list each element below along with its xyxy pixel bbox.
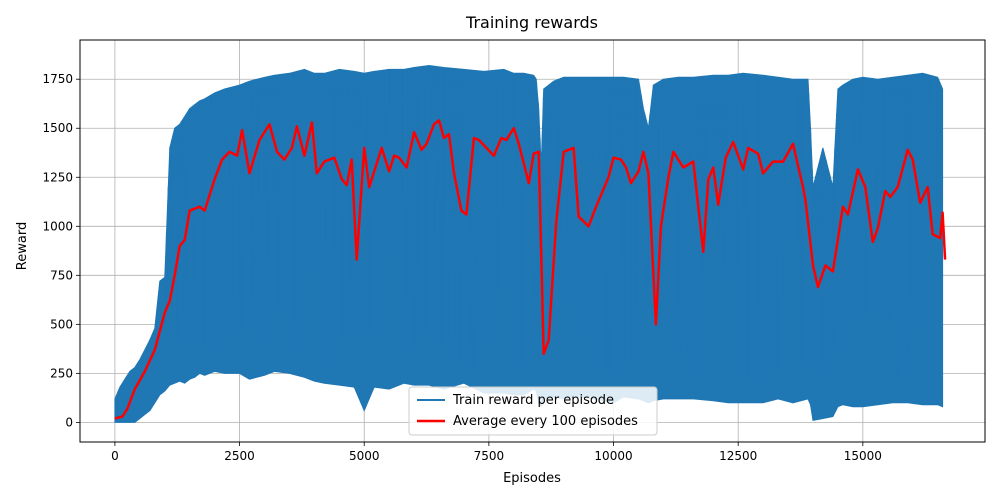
y-tick-label: 1500	[42, 121, 73, 135]
x-tick-label: 5000	[349, 449, 380, 463]
train-reward-band	[114, 64, 944, 423]
x-tick-label: 0	[111, 449, 119, 463]
x-tick-label: 2500	[224, 449, 255, 463]
y-tick-label: 250	[50, 366, 73, 380]
x-tick-label: 12500	[719, 449, 757, 463]
average-reward-line	[114, 119, 947, 420]
x-tick-label: 7500	[474, 449, 505, 463]
train-reward-spikes	[164, 65, 942, 385]
y-axis-label: Reward	[15, 222, 30, 270]
y-tick-label: 750	[50, 268, 73, 282]
legend-average-label: Average every 100 episodes	[453, 414, 638, 429]
legend-train-label: Train reward per episode	[452, 393, 614, 408]
legend-box	[408, 386, 658, 436]
y-tick-label: 0	[65, 415, 73, 429]
chart-title: Training rewards	[465, 13, 598, 32]
x-axis-label: Episodes	[503, 471, 561, 486]
legend: Train reward per episode Average every 10…	[408, 386, 658, 436]
y-tick-label: 1750	[42, 72, 73, 86]
y-tick-label: 1250	[42, 170, 73, 184]
x-tick-label: 10000	[594, 449, 632, 463]
plot-frame	[79, 39, 986, 443]
y-tick-label: 500	[50, 317, 73, 331]
x-tick-label: 15000	[844, 449, 882, 463]
y-tick-label: 1000	[42, 219, 73, 233]
